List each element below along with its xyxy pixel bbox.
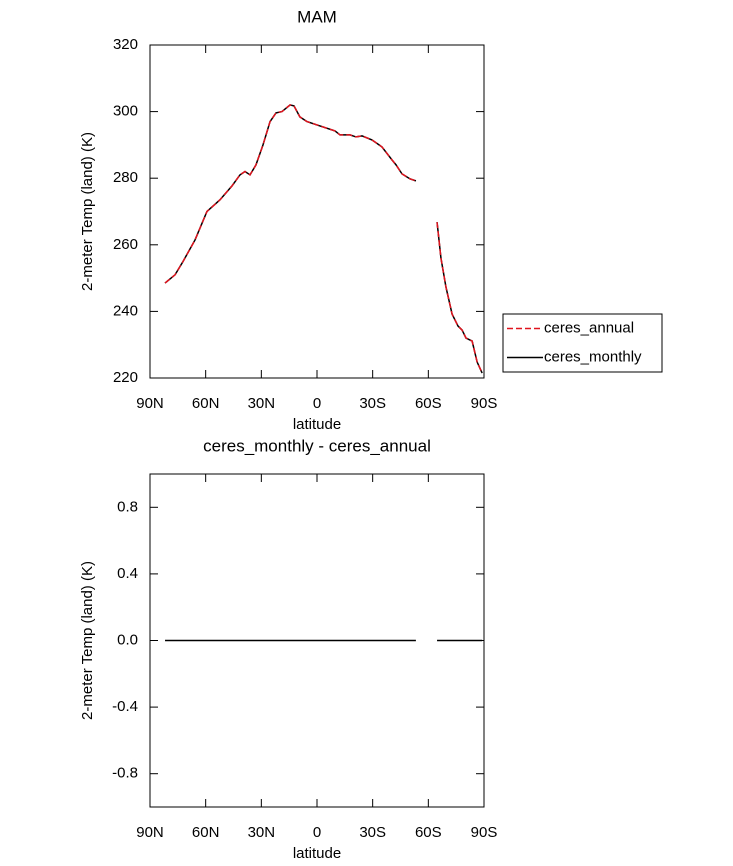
x-tick-label: 60S [415,824,442,841]
plot-frame [149,473,485,808]
x-tick-label: 60N [192,395,220,412]
x-tick-label: 0 [313,824,321,841]
y-tick-label: -0.4 [112,698,138,715]
y-tick-label: 0.4 [117,565,138,582]
data-line [164,104,483,374]
legend-label: ceres_monthly [544,348,642,365]
y-tick-label: 220 [113,369,138,386]
y-tick-label: 300 [113,103,138,120]
x-axis-label: latitude [293,416,341,433]
x-tick-label: 0 [313,395,321,412]
legend-label: ceres_annual [544,319,634,336]
y-tick-label: 280 [113,169,138,186]
y-tick-label: 0.0 [117,631,138,648]
x-tick-label: 30S [359,824,386,841]
chart-title: ceres_monthly - ceres_annual [203,436,431,455]
y-axis-label: 2-meter Temp (land) (K) [79,561,96,720]
x-tick-label: 60S [415,395,442,412]
y-tick-label: 260 [113,236,138,253]
y-tick-label: 240 [113,302,138,319]
legend-box [502,313,663,373]
chart-title: MAM [297,7,337,26]
data-line [164,104,483,374]
y-tick-label: -0.8 [112,765,138,782]
x-tick-label: 60N [192,824,220,841]
x-tick-label: 90S [471,824,498,841]
x-tick-label: 30N [248,395,276,412]
x-tick-label: 90N [136,395,164,412]
x-axis-label: latitude [293,845,341,862]
x-tick-label: 30S [359,395,386,412]
y-tick-label: 320 [113,36,138,53]
plot-frame [149,44,485,379]
x-tick-label: 90N [136,824,164,841]
x-tick-label: 30N [248,824,276,841]
y-axis-label: 2-meter Temp (land) (K) [79,132,96,291]
y-tick-label: 0.8 [117,498,138,515]
x-tick-label: 90S [471,395,498,412]
